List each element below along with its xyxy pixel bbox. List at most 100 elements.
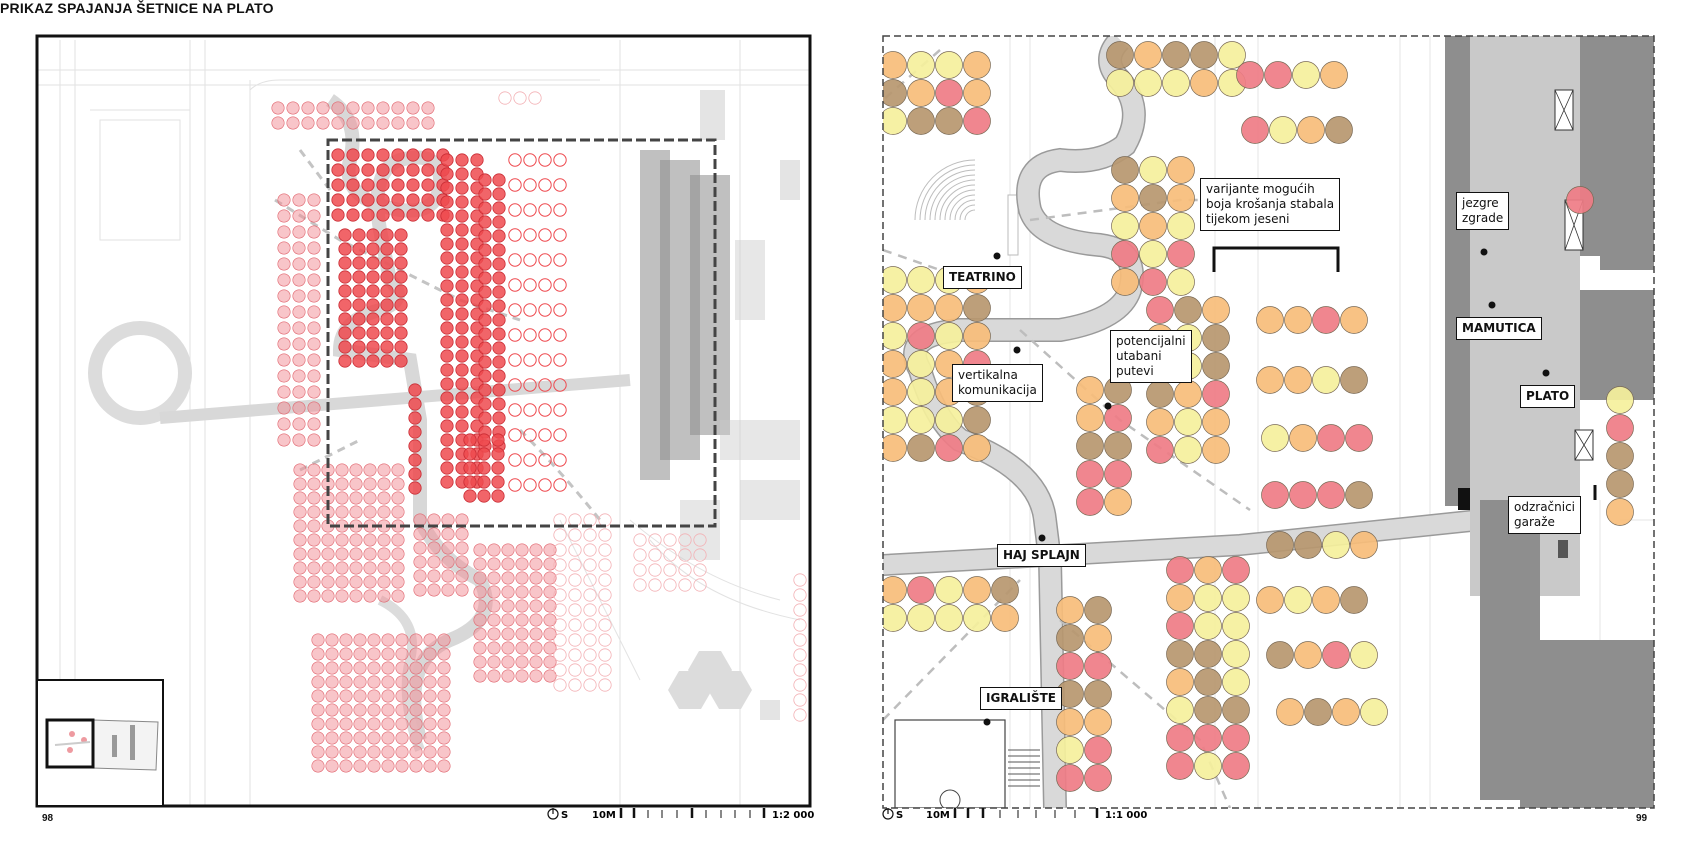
tree <box>678 578 692 592</box>
tree <box>307 289 321 303</box>
tree <box>353 759 367 773</box>
tree <box>492 215 506 229</box>
tree <box>523 178 537 192</box>
tree <box>338 270 352 284</box>
building <box>760 700 780 720</box>
tree <box>321 533 335 547</box>
tree <box>455 391 469 405</box>
tree <box>473 543 487 557</box>
tree <box>311 731 325 745</box>
tree <box>321 575 335 589</box>
label-teatrino: TEATRINO <box>943 266 1022 289</box>
tree <box>292 225 306 239</box>
tree <box>935 604 963 632</box>
tree <box>1174 436 1202 464</box>
tree <box>523 153 537 167</box>
tree <box>478 187 492 201</box>
label-line: varijante mogućih <box>1206 182 1315 196</box>
tree <box>381 703 395 717</box>
tree <box>440 293 454 307</box>
tree <box>292 337 306 351</box>
tree <box>583 603 597 617</box>
tree <box>349 505 363 519</box>
tree <box>455 153 469 167</box>
tree <box>501 613 515 627</box>
tree <box>455 527 469 541</box>
tree <box>598 663 612 677</box>
tree <box>277 337 291 351</box>
tree <box>421 208 435 222</box>
tree <box>1606 414 1634 442</box>
label-jezgre-zgrade: jezgre zgrade <box>1456 192 1510 230</box>
tree <box>391 193 405 207</box>
tree <box>478 229 492 243</box>
tree <box>529 599 543 613</box>
tree <box>515 655 529 669</box>
tree <box>311 689 325 703</box>
tree <box>633 563 647 577</box>
tree <box>543 655 557 669</box>
building <box>1520 640 1654 808</box>
tree <box>307 209 321 223</box>
tree <box>553 303 567 317</box>
tree <box>1264 61 1292 89</box>
tree <box>907 406 935 434</box>
tree <box>492 257 506 271</box>
tree <box>409 675 423 689</box>
tree <box>307 321 321 335</box>
tree <box>1084 596 1112 624</box>
tree <box>293 463 307 477</box>
tree <box>395 745 409 759</box>
tree <box>325 717 339 731</box>
tree <box>307 273 321 287</box>
tree <box>1166 612 1194 640</box>
tree <box>409 647 423 661</box>
tree <box>409 689 423 703</box>
building <box>1600 240 1654 270</box>
tree <box>583 558 597 572</box>
tree <box>325 745 339 759</box>
tree <box>963 294 991 322</box>
tree <box>440 167 454 181</box>
tree <box>1056 624 1084 652</box>
tree <box>394 354 408 368</box>
tree <box>477 447 491 461</box>
tree <box>277 257 291 271</box>
tree <box>883 434 907 462</box>
tree <box>339 647 353 661</box>
tree <box>352 284 366 298</box>
tree <box>543 641 557 655</box>
tree <box>523 378 537 392</box>
tree <box>367 703 381 717</box>
tree <box>553 678 567 692</box>
tree <box>363 575 377 589</box>
tree <box>1350 531 1378 559</box>
tree <box>991 576 1019 604</box>
tree <box>292 401 306 415</box>
tree <box>440 195 454 209</box>
tree <box>325 731 339 745</box>
tree <box>568 528 582 542</box>
label-line: odzračnici <box>1514 500 1576 514</box>
tree <box>455 293 469 307</box>
tree <box>292 241 306 255</box>
tree <box>907 350 935 378</box>
tree <box>1084 764 1112 792</box>
tree <box>325 703 339 717</box>
tree <box>553 588 567 602</box>
tree <box>883 350 907 378</box>
tree <box>1166 556 1194 584</box>
tree <box>991 604 1019 632</box>
tree <box>538 453 552 467</box>
tree <box>307 305 321 319</box>
tree <box>406 101 420 115</box>
tree <box>793 603 807 617</box>
tree <box>492 285 506 299</box>
tree <box>1606 470 1634 498</box>
tree <box>292 209 306 223</box>
tree <box>1076 432 1104 460</box>
tree <box>377 561 391 575</box>
tree <box>307 505 321 519</box>
